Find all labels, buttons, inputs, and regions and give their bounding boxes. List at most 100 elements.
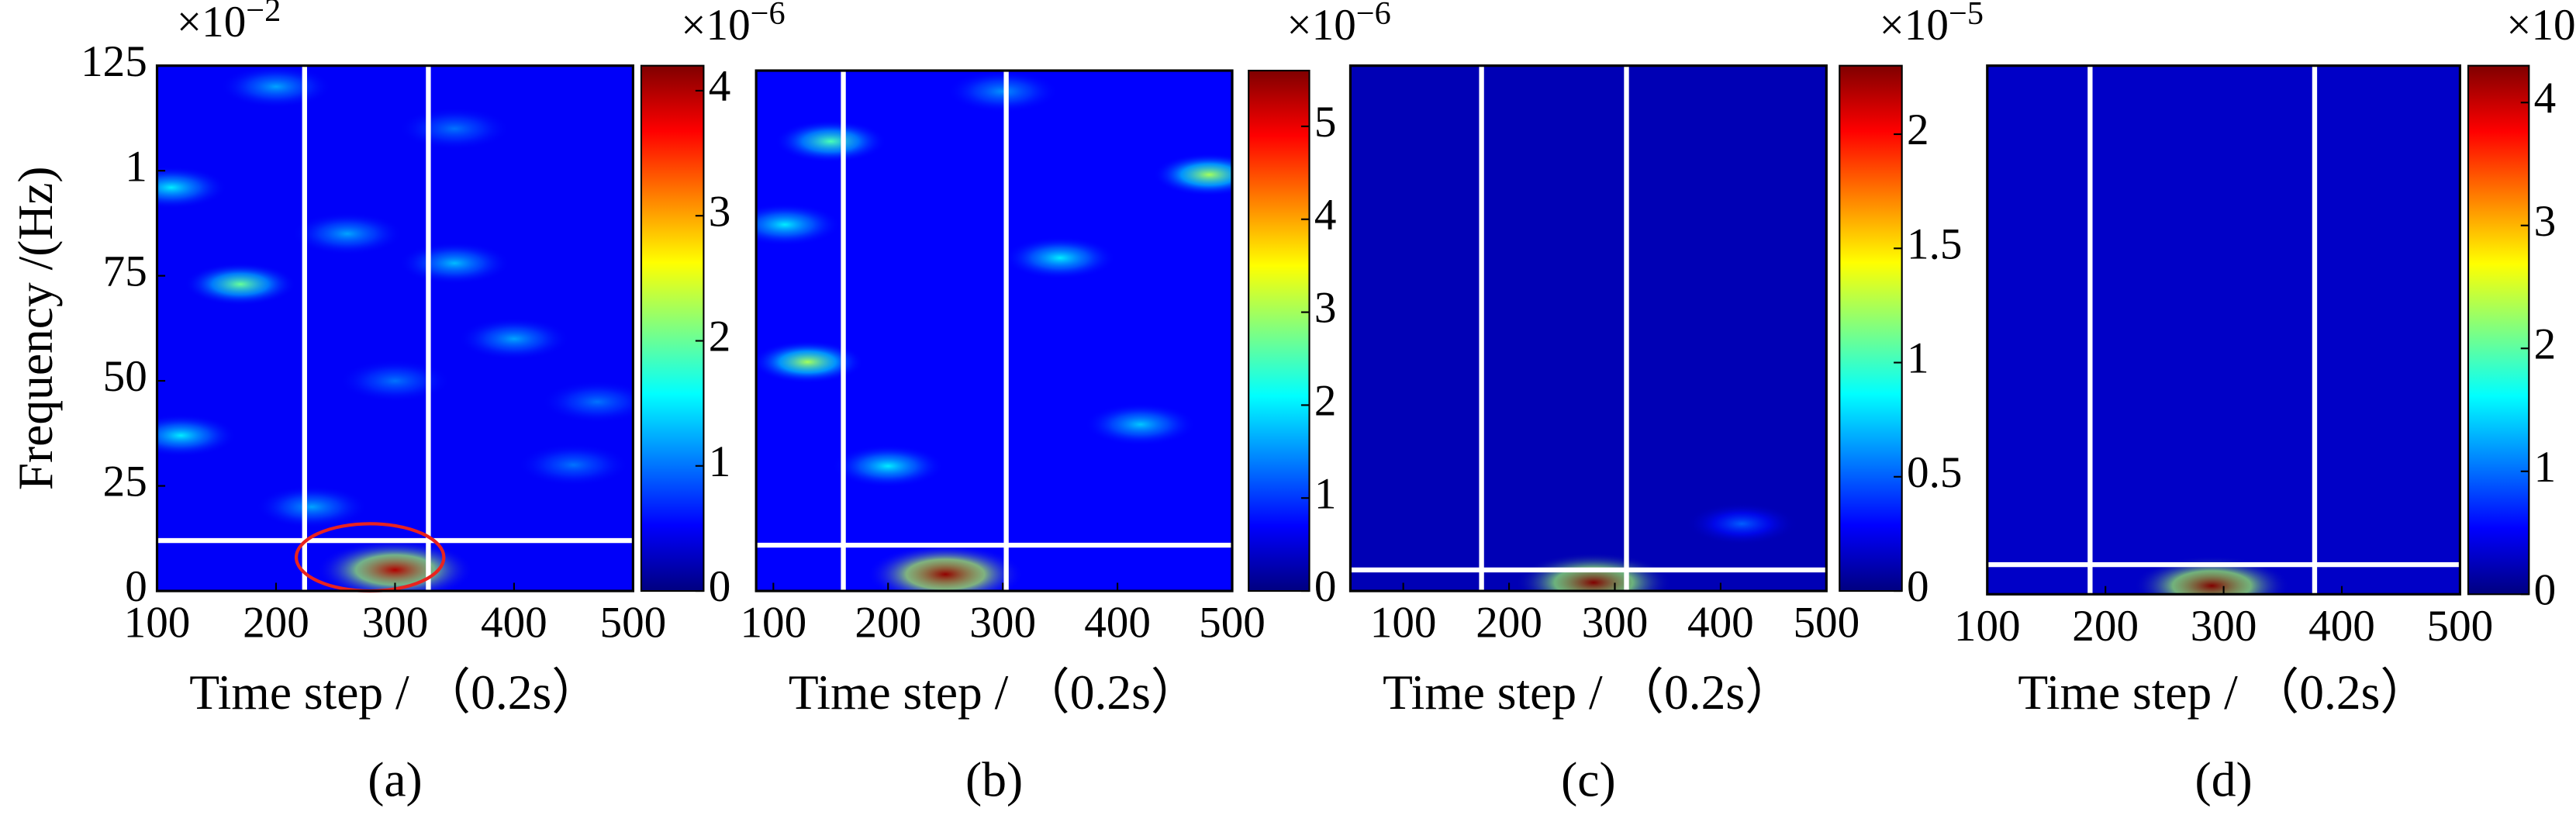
hotspot	[339, 359, 451, 402]
exponent-label: ×10−2	[177, 0, 281, 47]
x-axis-label: Time step / （0.2s）	[2018, 665, 2429, 720]
colorbar-tick-label: 2	[709, 313, 731, 361]
exponent-base: ×10	[681, 1, 750, 50]
exponent-base: ×10	[1286, 1, 1355, 50]
colorbar	[1248, 69, 1310, 592]
hotspot	[399, 107, 511, 150]
colorbar	[2467, 64, 2530, 596]
x-tick-label: 500	[1793, 599, 1859, 648]
x-tick-label: 500	[2427, 602, 2494, 651]
y-tick-label: 50	[103, 352, 147, 401]
hotspot	[220, 65, 332, 109]
x-tick-label: 400	[2308, 602, 2375, 651]
colorbar-tick-label: 1	[709, 437, 731, 486]
plot-area	[1350, 65, 1827, 592]
x-tick-label: 200	[2072, 602, 2139, 651]
exponent-base: ×10	[2506, 1, 2575, 50]
x-tick-label: 100	[124, 599, 191, 648]
plot-area	[1987, 65, 2460, 595]
colorbar-tick-label: 5	[1314, 98, 1337, 147]
colorbar-tick-label: 4	[709, 62, 731, 111]
colorbar-tick-label: 2	[2534, 320, 2557, 368]
colorbar-tick-label: 0	[709, 562, 731, 611]
plot-area	[157, 65, 634, 592]
hotspot	[541, 380, 634, 423]
exponent-label: ×10−6	[681, 0, 785, 50]
colorbar-tick-label: 3	[2534, 197, 2557, 246]
x-tick-label: 100	[1370, 599, 1437, 648]
hotspot	[316, 540, 474, 592]
hotspot	[756, 340, 864, 384]
exponent-power: −2	[246, 0, 281, 29]
exponent-power: −6	[751, 0, 786, 32]
heatmap-background	[1987, 65, 2460, 595]
colorbar-tick-label: 0	[1314, 562, 1337, 611]
x-tick-label: 100	[1954, 602, 2021, 651]
hotspot	[947, 71, 1059, 113]
x-axis-label: Time step / （0.2s）	[1383, 665, 1794, 720]
hotspot	[1686, 502, 1798, 545]
colorbar-tick-label: 1	[1314, 469, 1337, 518]
hotspot	[756, 203, 841, 247]
colorbar-tick-label: 0	[1907, 562, 1929, 611]
x-tick-label: 500	[600, 599, 667, 648]
hotspot	[256, 485, 368, 529]
x-tick-label: 400	[1084, 599, 1151, 648]
panel-caption: (a)	[368, 751, 422, 807]
colorbar-tick-label: 0.5	[1907, 448, 1962, 497]
y-tick-label: 0	[125, 562, 147, 611]
colorbar-tick-label: 2	[1314, 377, 1337, 426]
hotspot	[775, 119, 887, 163]
x-tick-label: 400	[1687, 599, 1754, 648]
y-tick-label: 25	[103, 458, 147, 506]
hotspot	[157, 166, 227, 209]
x-tick-label: 500	[1199, 599, 1266, 648]
x-tick-label: 300	[362, 599, 429, 648]
panel-caption: (c)	[1561, 751, 1615, 807]
plot-frame	[1348, 64, 1828, 592]
hotspot	[867, 544, 1024, 592]
exponent-base: ×10	[177, 0, 246, 47]
y-tick-label: 125	[81, 37, 147, 86]
hotspot	[832, 444, 944, 488]
y-axis-label: Frequency /(Hz)	[8, 166, 63, 490]
x-tick-label: 300	[969, 599, 1036, 648]
x-tick-label: 200	[243, 599, 309, 648]
plot-area	[756, 71, 1233, 592]
x-tick-label: 200	[855, 599, 921, 648]
exponent-label: ×10−5	[2506, 0, 2576, 50]
exponent-label: ×10−5	[1880, 0, 1984, 50]
exponent-label: ×10−6	[1286, 0, 1390, 50]
hotspot	[292, 212, 404, 255]
y-tick-label: 1	[125, 142, 147, 191]
x-tick-label: 100	[740, 599, 806, 648]
colorbar-tick-label: 3	[1314, 284, 1337, 333]
colorbar-tick-label: 1	[2534, 443, 2557, 492]
colorbar-tick-label: 4	[1314, 191, 1337, 240]
hotspot	[184, 262, 296, 306]
x-tick-label: 300	[1582, 599, 1649, 648]
x-tick-label: 300	[2191, 602, 2257, 651]
hotspot	[399, 241, 511, 285]
panel-caption: (b)	[965, 751, 1023, 807]
panel-caption: (d)	[2195, 751, 2253, 807]
hotspot	[1153, 153, 1233, 196]
colorbar-tick-label: 1.5	[1907, 219, 1962, 268]
x-axis-label: Time step / （0.2s）	[189, 665, 600, 720]
hotspot	[458, 317, 570, 361]
hotspot	[517, 443, 630, 487]
hotspot	[157, 414, 237, 458]
exponent-power: −6	[1356, 0, 1391, 32]
colorbar-tick-label: 3	[709, 187, 731, 236]
colorbar-tick-label: 0	[2534, 565, 2557, 614]
colorbar	[1839, 64, 1903, 592]
x-axis-label: Time step / （0.2s）	[789, 665, 1200, 720]
colorbar-tick-label: 1	[1907, 334, 1929, 383]
x-tick-label: 200	[1476, 599, 1542, 648]
exponent-power: −5	[1949, 0, 1984, 32]
x-tick-label: 400	[481, 599, 547, 648]
exponent-base: ×10	[1880, 1, 1949, 50]
hotspot	[1084, 402, 1196, 446]
y-tick-label: 75	[103, 247, 147, 296]
